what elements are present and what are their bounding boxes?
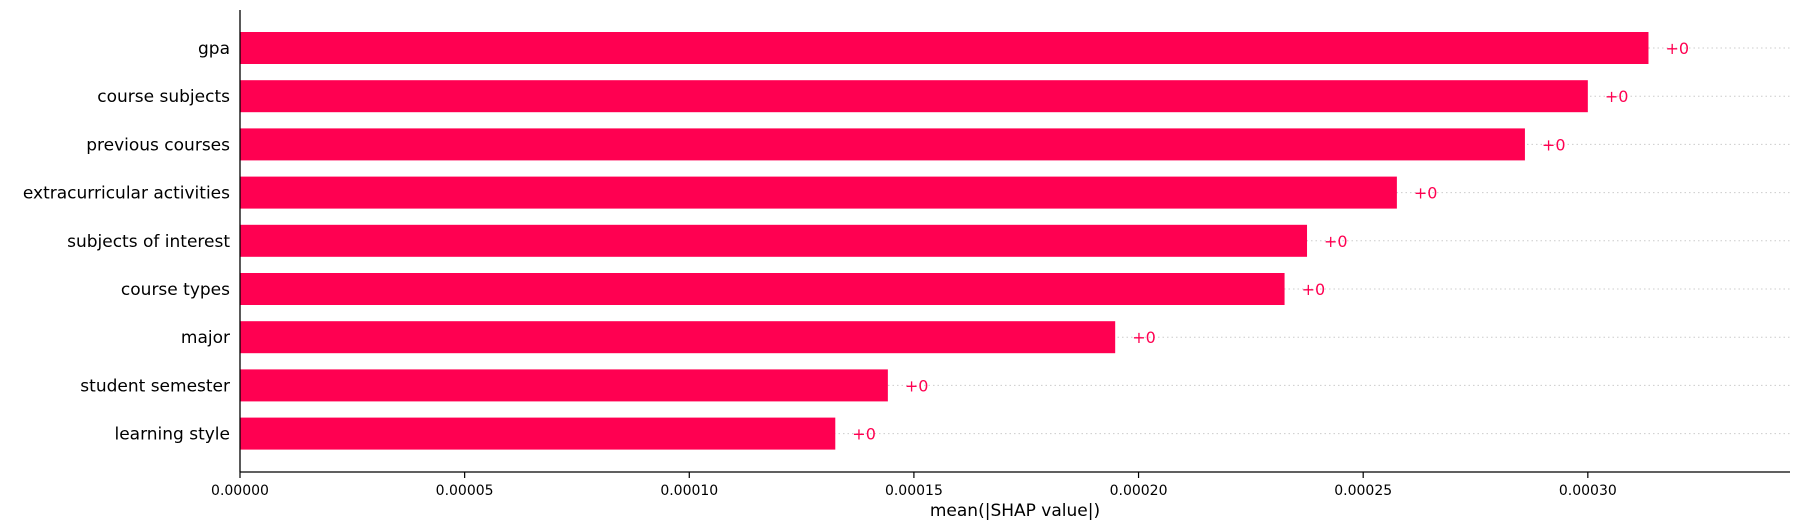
bar [240,32,1649,64]
x-tick-label: 0.00010 [660,483,718,499]
category-label: major [181,328,230,348]
x-tick-label: 0.00025 [1334,483,1392,499]
category-label: learning style [114,425,230,445]
category-label: previous courses [86,135,230,155]
x-tick-label: 0.00005 [436,483,494,499]
category-labels-group: gpa course subjects previous courses extrac… [23,39,230,445]
category-label: gpa [198,39,230,59]
category-label: extracurricular activities [23,184,230,204]
x-tick-label: 0.00000 [211,483,269,499]
data-label: +0 [1132,328,1156,347]
bar [240,128,1525,161]
x-tick-label: 0.00030 [1559,483,1617,499]
bar [240,176,1397,209]
data-label: +0 [1542,135,1566,154]
x-axis-title: mean(|SHAP value|) [930,501,1100,521]
bar [240,369,888,402]
data-label: +0 [1605,87,1629,106]
category-label: course subjects [97,87,230,107]
data-label: +0 [905,376,929,395]
data-label: +0 [852,425,876,444]
bar [240,224,1308,257]
data-label: +0 [1324,232,1348,251]
category-label: course types [121,280,230,300]
bar [240,80,1588,113]
x-ticks-group: 0.00000 0.00005 0.00010 0.00015 0.00020 0.000… [211,472,1617,499]
x-tick-label: 0.00020 [1110,483,1168,499]
data-label: +0 [1665,39,1689,58]
bar [240,273,1285,305]
axes-group [239,10,1790,473]
data-labels-group: +0 +0 +0 +0 +0 +0 +0 +0 +0 [852,39,1689,444]
data-label: +0 [1302,280,1326,299]
bar [240,417,836,450]
category-label: subjects of interest [67,232,230,252]
bars-group [240,32,1649,450]
data-label: +0 [1414,184,1438,203]
x-tick-label: 0.00015 [885,483,943,499]
bar [240,321,1116,354]
category-label: student semester [80,376,230,396]
